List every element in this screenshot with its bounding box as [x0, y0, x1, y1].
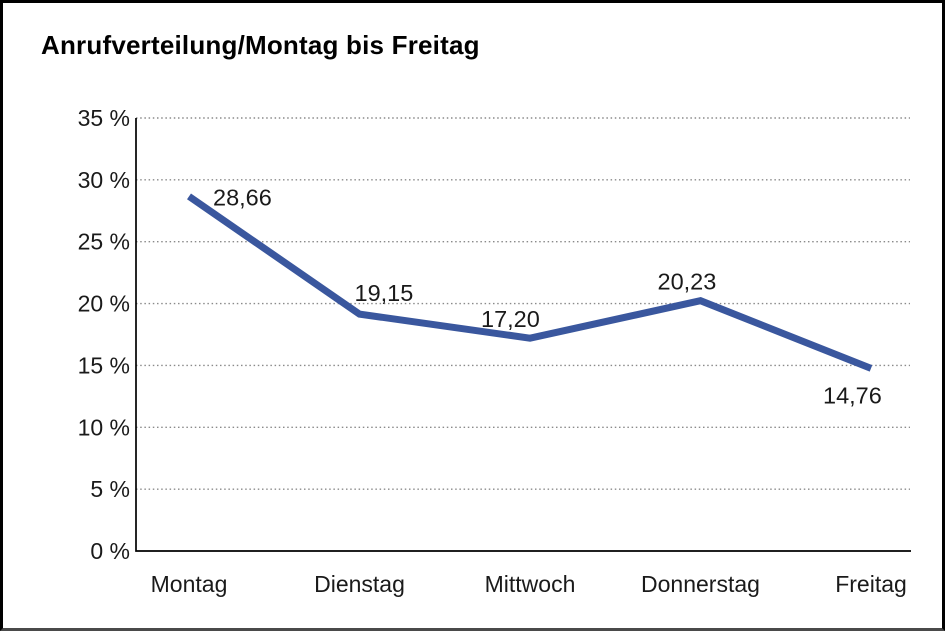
- chart-title: Anrufverteilung/Montag bis Freitag: [41, 30, 480, 60]
- y-axis-tick-label: 30 %: [78, 167, 130, 193]
- x-axis-category-label: Donnerstag: [641, 571, 760, 597]
- y-axis-tick-label: 10 %: [78, 414, 130, 440]
- x-axis-category-label: Montag: [151, 571, 228, 597]
- line-chart: 0 % 5 % 10 % 15 % 20 % 25 % 30 % 35 % Montag Dien…: [78, 105, 911, 597]
- data-point-label: 28,66: [213, 184, 272, 210]
- axis-lines: [135, 118, 911, 552]
- data-point-label: 17,20: [481, 306, 540, 332]
- y-axis-tick-label: 0 %: [90, 538, 130, 564]
- y-axis-tick-label: 35 %: [78, 105, 130, 131]
- y-axis-tick-label: 15 %: [78, 352, 130, 378]
- y-axis-tick-label: 20 %: [78, 291, 130, 317]
- data-line-series: [187, 193, 873, 372]
- data-point-label: 19,15: [355, 280, 414, 306]
- data-point-label: 14,76: [823, 382, 882, 408]
- y-axis-tick-label: 25 %: [78, 229, 130, 255]
- x-axis-category-label: Mittwoch: [485, 571, 576, 597]
- y-axis-tick-label: 5 %: [90, 476, 130, 502]
- data-point-label: 20,23: [658, 269, 717, 295]
- x-axis-category-label: Freitag: [835, 571, 907, 597]
- x-axis-category-label: Dienstag: [314, 571, 405, 597]
